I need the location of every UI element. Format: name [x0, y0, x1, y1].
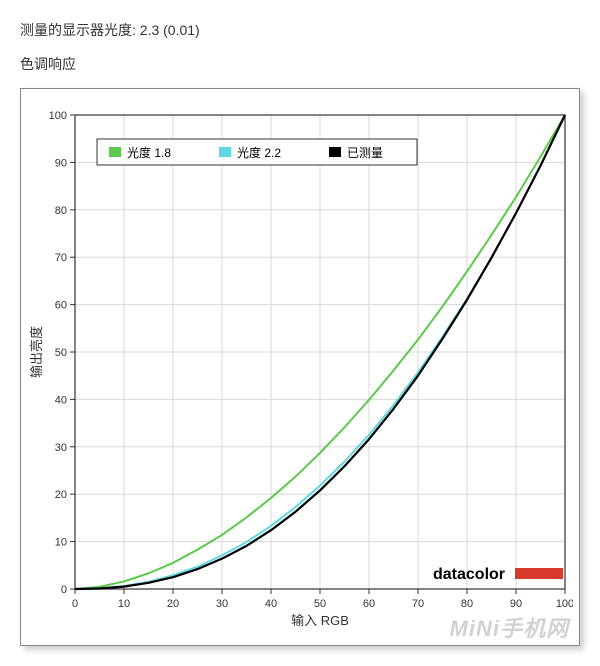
svg-text:输入 RGB: 输入 RGB: [291, 613, 349, 628]
chart-container: 0 10 20 30 40 50 60 70 80 90 100 0 10 20 30 40 50 60 70 80 9…: [20, 88, 580, 646]
chart-title: 色调响应: [20, 54, 580, 74]
svg-text:30: 30: [55, 442, 67, 454]
legend-label: 光度 1.8: [127, 145, 171, 160]
svg-text:0: 0: [61, 584, 67, 596]
svg-text:30: 30: [216, 598, 228, 610]
legend-swatch: [219, 147, 231, 157]
svg-text:50: 50: [55, 347, 67, 359]
svg-text:输出亮度: 输出亮度: [29, 326, 44, 378]
svg-text:60: 60: [363, 598, 375, 610]
measured-gamma-value: 2.3 (0.01): [140, 22, 200, 38]
brand-text: datacolor: [433, 566, 505, 583]
svg-text:100: 100: [49, 110, 67, 122]
measured-gamma-label: 测量的显示器光度:: [20, 22, 136, 38]
tone-response-chart: 0 10 20 30 40 50 60 70 80 90 100 0 10 20 30 40 50 60 70 80 9…: [25, 97, 573, 637]
svg-text:20: 20: [55, 489, 67, 501]
svg-text:40: 40: [265, 598, 277, 610]
svg-text:80: 80: [461, 598, 473, 610]
brand-bar: [515, 568, 563, 579]
measured-gamma-line: 测量的显示器光度: 2.3 (0.01): [20, 20, 580, 40]
svg-text:40: 40: [55, 394, 67, 406]
legend-swatch: [329, 147, 341, 157]
legend-swatch: [109, 147, 121, 157]
svg-text:60: 60: [55, 300, 67, 312]
svg-text:100: 100: [556, 598, 573, 610]
svg-text:90: 90: [510, 598, 522, 610]
svg-text:90: 90: [55, 157, 67, 169]
svg-text:80: 80: [55, 205, 67, 217]
legend-label: 已测量: [347, 146, 383, 160]
svg-text:10: 10: [118, 598, 130, 610]
svg-text:70: 70: [412, 598, 424, 610]
svg-text:0: 0: [72, 598, 78, 610]
svg-text:50: 50: [314, 598, 326, 610]
svg-text:10: 10: [55, 537, 67, 549]
svg-text:20: 20: [167, 598, 179, 610]
svg-text:70: 70: [55, 252, 67, 264]
legend-label: 光度 2.2: [237, 145, 281, 160]
